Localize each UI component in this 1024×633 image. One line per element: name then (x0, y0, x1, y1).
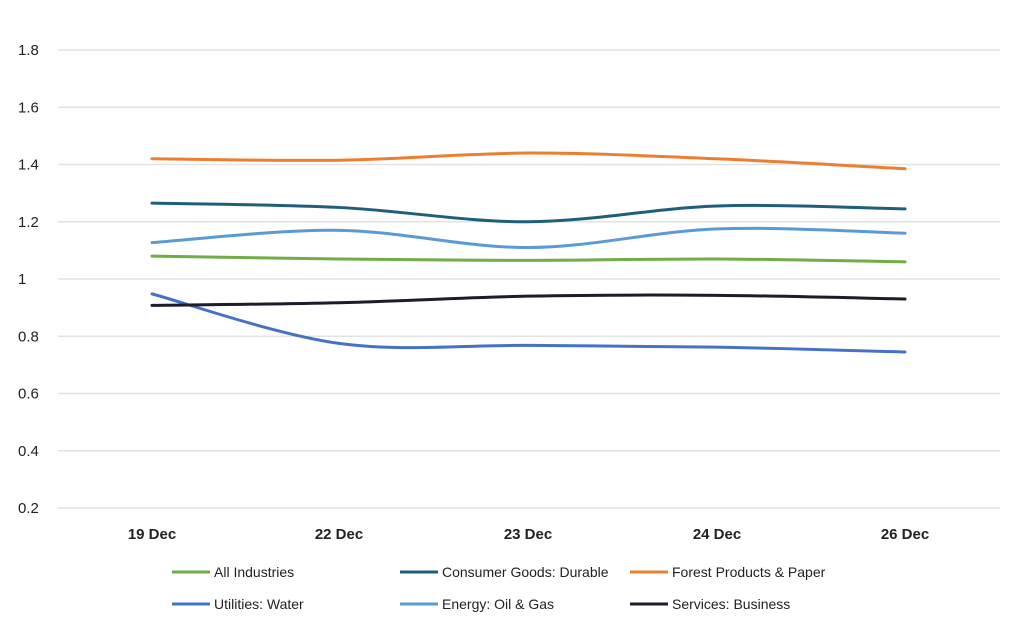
series-line-all-industries (150, 254, 907, 264)
y-tick-label: 1.8 (18, 42, 39, 59)
y-tick-label: 0.6 (18, 386, 39, 403)
series-line-consumer-goods-durable (150, 201, 907, 224)
x-tick-label: 19 Dec (128, 526, 176, 543)
legend-label: All Industries (214, 564, 294, 580)
legend-label: Utilities: Water (214, 596, 304, 612)
y-tick-label: 1.4 (18, 157, 39, 174)
y-tick-label: 0.2 (18, 500, 39, 517)
legend-label: Forest Products & Paper (672, 564, 826, 580)
y-tick-label: 1.6 (18, 99, 39, 116)
x-tick-label: 24 Dec (693, 526, 741, 543)
series-line-utilities-water (150, 292, 907, 354)
legend-label: Energy: Oil & Gas (442, 596, 554, 612)
x-tick-label: 22 Dec (315, 526, 363, 543)
legend-label: Services: Business (672, 596, 790, 612)
series-line-services-business (150, 293, 907, 307)
y-tick-label: 0.4 (18, 443, 39, 460)
x-tick-label: 23 Dec (504, 526, 552, 543)
y-tick-label: 0.8 (18, 328, 39, 345)
series-line-energy-oil-gas (150, 226, 907, 250)
series-line-forest-products-paper (150, 151, 907, 171)
y-tick-label: 1.2 (18, 214, 39, 231)
x-tick-label: 26 Dec (881, 526, 929, 543)
legend-label: Consumer Goods: Durable (442, 564, 609, 580)
y-tick-label: 1 (18, 271, 26, 288)
